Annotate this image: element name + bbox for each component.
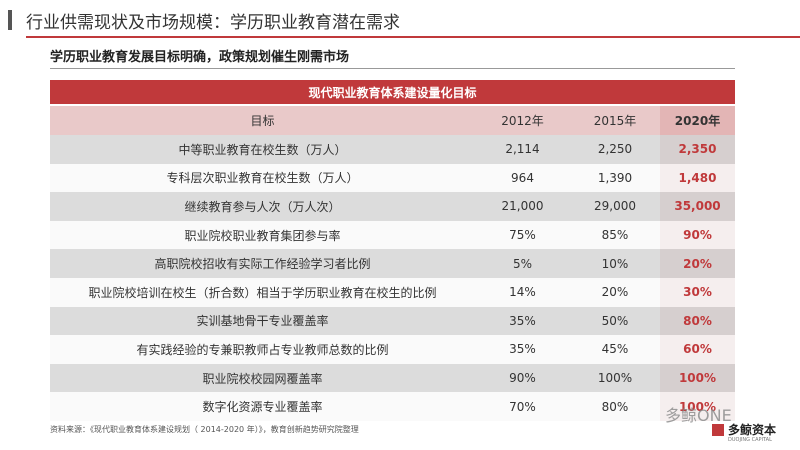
- table-cell: 职业院校培训在校生（折合数）相当于学历职业教育在校生的比例: [88, 285, 437, 300]
- table-cell: 100%: [660, 363, 735, 393]
- table-cell: 90%: [660, 220, 735, 250]
- table-cell: 21,000: [501, 199, 544, 214]
- title-bar: [8, 10, 12, 30]
- table-cell: 35%: [509, 313, 536, 328]
- logo-icon: [712, 424, 724, 436]
- table-cell: 85%: [601, 228, 629, 243]
- table-cell: 80%: [660, 306, 735, 336]
- table-row: 继续教育参与人次（万人次） 21,000 29,000 35,000: [50, 192, 735, 221]
- table-row: 数字化资源专业覆盖率 70% 80% 100%: [50, 392, 735, 421]
- table-cell: 30%: [660, 278, 735, 307]
- table-cell: 20%: [601, 285, 629, 300]
- title-rule: [26, 36, 800, 38]
- table-cell: 964: [511, 170, 534, 185]
- table-row: 职业院校校园网覆盖率 90% 100% 100%: [50, 363, 735, 393]
- table-cell: 中等职业教育在校生数（万人）: [178, 142, 347, 157]
- table-cell: 5%: [512, 256, 533, 271]
- table-cell: 100%: [597, 371, 633, 386]
- table-cell: 1,390: [597, 170, 633, 185]
- table-cell: 60%: [660, 335, 735, 364]
- subtitle: 学历职业教育发展目标明确，政策规划催生刚需市场: [50, 50, 350, 65]
- table-cell: 数字化资源专业覆盖率: [202, 400, 323, 415]
- table-cell: 2,350: [660, 135, 735, 164]
- table-cell: 70%: [509, 399, 536, 414]
- table-row: 实训基地骨干专业覆盖率 35% 50% 80%: [50, 306, 735, 336]
- table-cell: 14%: [509, 285, 536, 300]
- table-row: 中等职业教育在校生数（万人） 2,114 2,250 2,350: [50, 135, 735, 164]
- table-cell: 50%: [601, 313, 629, 328]
- subtitle-rule: [50, 68, 735, 69]
- table-row: 职业院校培训在校生（折合数）相当于学历职业教育在校生的比例 14% 20% 30%: [50, 278, 735, 307]
- table-cell: 90%: [509, 371, 536, 386]
- table-row: 高职院校招收有实际工作经验学习者比例 5% 10% 20%: [50, 249, 735, 278]
- table-cell: 20%: [660, 249, 735, 278]
- column-header: 目标: [250, 114, 275, 128]
- table-cell: 有实践经验的专兼职教师占专业教师总数的比例: [136, 342, 389, 357]
- table-cell: 职业院校职业教育集团参与率: [184, 228, 341, 243]
- table-row: 有实践经验的专兼职教师占专业教师总数的比例 35% 45% 60%: [50, 335, 735, 364]
- table-caption: 现代职业教育体系建设量化目标: [50, 80, 735, 104]
- table-cell: 100%: [660, 392, 735, 421]
- column-header: 2020年: [660, 106, 735, 135]
- table-cell: 2,250: [597, 142, 633, 157]
- table-row: 职业院校职业教育集团参与率 75% 85% 90%: [50, 220, 735, 250]
- table-cell: 35%: [509, 342, 536, 357]
- table-cell: 1,480: [660, 163, 735, 193]
- table-row: 专科层次职业教育在校生数（万人） 964 1,390 1,480: [50, 163, 735, 193]
- table-cell: 29,000: [594, 199, 636, 214]
- table-cell: 实训基地骨干专业覆盖率: [196, 314, 329, 329]
- logo: 多鲸资本: [728, 423, 777, 437]
- table-cell: 职业院校校园网覆盖率: [202, 371, 323, 386]
- table-cell: 80%: [601, 399, 629, 414]
- source: 资料来源：《现代职业教育体系建设规划（ 2014-2020 年）》，教育创新趋势…: [50, 425, 359, 434]
- table-cell: 45%: [601, 342, 629, 357]
- title: 行业供需现状及市场规模：学历职业教育潜在需求: [26, 13, 400, 33]
- column-header: 2015年: [593, 114, 637, 128]
- table-cell: 高职院校招收有实际工作经验学习者比例: [154, 257, 371, 272]
- table-cell: 35,000: [660, 192, 735, 221]
- header-row: 目标 2012年 2015年 2020年: [50, 106, 735, 135]
- table-cell: 继续教育参与人次（万人次）: [184, 199, 341, 214]
- logo-sub: DUOJING CAPITAL: [728, 437, 772, 443]
- watermark: 多鲸ONE: [665, 406, 732, 425]
- column-header: 2012年: [501, 114, 544, 128]
- table-cell: 75%: [509, 228, 536, 243]
- table-cell: 2,114: [505, 142, 540, 157]
- table-cell: 10%: [601, 256, 629, 271]
- table-cell: 专科层次职业教育在校生数（万人）: [166, 171, 359, 186]
